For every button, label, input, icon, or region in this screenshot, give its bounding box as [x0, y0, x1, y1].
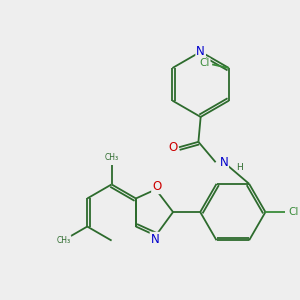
- Text: N: N: [196, 45, 205, 58]
- Text: O: O: [152, 180, 161, 193]
- Text: Cl: Cl: [199, 58, 210, 68]
- Text: N: N: [219, 156, 228, 169]
- Text: H: H: [236, 163, 242, 172]
- Text: CH₃: CH₃: [57, 236, 71, 244]
- Text: N: N: [151, 233, 159, 246]
- Text: Cl: Cl: [289, 207, 299, 217]
- Text: O: O: [168, 141, 177, 154]
- Text: CH₃: CH₃: [104, 153, 118, 162]
